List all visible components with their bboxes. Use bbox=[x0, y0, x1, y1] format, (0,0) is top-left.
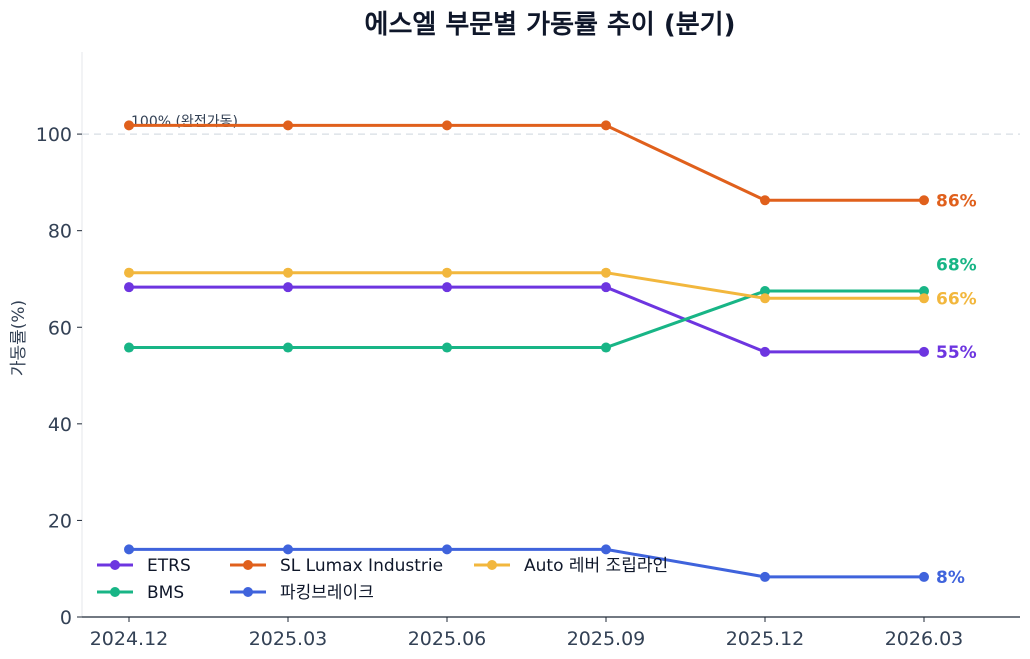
data-point-sl-lumax-industrie bbox=[283, 120, 293, 131]
data-point-sl-lumax-industrie bbox=[442, 120, 452, 131]
data-point-bms bbox=[601, 342, 611, 353]
legend-item-series-3: 파킹브레이크 bbox=[230, 583, 374, 603]
series-bms bbox=[124, 286, 929, 353]
end-label-auto: 66% bbox=[936, 289, 977, 309]
legend-item-auto: Auto 레버 조립라인 bbox=[474, 556, 668, 576]
y-axis-label: 가동률(%) bbox=[9, 300, 29, 376]
data-point-sl-lumax-industrie bbox=[919, 195, 929, 206]
data-point-bms bbox=[919, 286, 929, 297]
legend-swatch-marker bbox=[487, 560, 497, 570]
series-line-bms bbox=[129, 289, 924, 350]
data-point-series-3 bbox=[283, 544, 293, 555]
data-point-auto bbox=[601, 267, 611, 278]
y-tick-label: 100 bbox=[36, 124, 72, 146]
legend-label: BMS bbox=[147, 583, 184, 603]
data-point-auto bbox=[124, 267, 134, 278]
legend-swatch-marker bbox=[243, 587, 253, 597]
data-point-auto bbox=[283, 267, 293, 278]
x-tick-label: 2025.03 bbox=[249, 628, 328, 650]
y-tick-label: 40 bbox=[48, 414, 72, 436]
series-series-3 bbox=[124, 544, 929, 582]
data-point-sl-lumax-industrie bbox=[760, 195, 770, 206]
data-point-etrs bbox=[124, 282, 134, 293]
data-point-bms bbox=[442, 342, 452, 353]
legend-label: Auto 레버 조립라인 bbox=[524, 556, 668, 576]
data-point-auto bbox=[442, 267, 452, 278]
legend-swatch-marker bbox=[110, 587, 120, 597]
legend-item-bms: BMS bbox=[97, 583, 184, 603]
data-point-series-3 bbox=[442, 544, 452, 555]
data-point-etrs bbox=[283, 282, 293, 293]
end-label-series-3: 8% bbox=[936, 568, 965, 588]
series-line-series-3 bbox=[129, 547, 924, 579]
series-line-sl-lumax-industrie bbox=[129, 123, 924, 202]
x-tick-label: 2025.09 bbox=[567, 628, 646, 650]
y-tick-label: 20 bbox=[48, 510, 72, 532]
legend-label: 파킹브레이크 bbox=[280, 583, 374, 603]
data-point-etrs bbox=[919, 346, 929, 357]
data-point-bms bbox=[124, 342, 134, 353]
legend-swatch-marker bbox=[110, 560, 120, 570]
legend-label: ETRS bbox=[147, 556, 191, 576]
end-label-sl-lumax-industrie: 86% bbox=[936, 191, 977, 211]
axes: 0 20 40 60 80 100 2024.12 2025.03 2025.06 2025.09… bbox=[36, 52, 1020, 650]
series-sl-lumax-industrie bbox=[124, 120, 929, 206]
data-point-etrs bbox=[760, 346, 770, 357]
y-tick-label: 80 bbox=[48, 221, 72, 243]
legend-item-sl-lumax-industrie: SL Lumax Industrie bbox=[230, 556, 443, 576]
data-point-etrs bbox=[442, 282, 452, 293]
x-tick-label: 2026.03 bbox=[885, 628, 964, 650]
data-point-series-3 bbox=[601, 544, 611, 555]
x-tick-label: 2024.12 bbox=[90, 628, 169, 650]
series-line-auto bbox=[129, 271, 924, 300]
data-point-bms bbox=[283, 342, 293, 353]
y-tick-label: 0 bbox=[60, 607, 72, 629]
legend: ETRS BMS SL Lumax Industrie 파킹브레이크 Auto 레버 조… bbox=[97, 556, 668, 603]
series-layer bbox=[124, 120, 929, 582]
data-point-series-3 bbox=[760, 571, 770, 582]
data-point-sl-lumax-industrie bbox=[601, 120, 611, 131]
data-point-auto bbox=[919, 293, 929, 304]
data-point-bms bbox=[760, 286, 770, 297]
series-etrs bbox=[124, 282, 929, 357]
data-point-sl-lumax-industrie bbox=[124, 120, 134, 131]
legend-label: SL Lumax Industrie bbox=[280, 556, 443, 576]
end-label-etrs: 55% bbox=[936, 343, 977, 363]
end-label-bms: 68% bbox=[936, 255, 977, 275]
data-point-etrs bbox=[601, 282, 611, 293]
y-tick-label: 60 bbox=[48, 317, 72, 339]
chart-title: 에스엘 부문별 가동률 추이 (분기) bbox=[365, 10, 736, 40]
legend-item-etrs: ETRS bbox=[97, 556, 191, 576]
series-line-etrs bbox=[129, 285, 924, 354]
x-tick-label: 2025.12 bbox=[726, 628, 805, 650]
x-tick-label: 2025.06 bbox=[408, 628, 487, 650]
reference-line-label: 100% (완전가동) bbox=[131, 114, 238, 130]
data-point-series-3 bbox=[919, 571, 929, 582]
end-labels: 86% 68% 66% 55% 8% bbox=[936, 191, 977, 588]
legend-swatch-marker bbox=[243, 560, 253, 570]
series-auto bbox=[124, 267, 929, 304]
data-point-series-3 bbox=[124, 544, 134, 555]
data-point-auto bbox=[760, 293, 770, 304]
